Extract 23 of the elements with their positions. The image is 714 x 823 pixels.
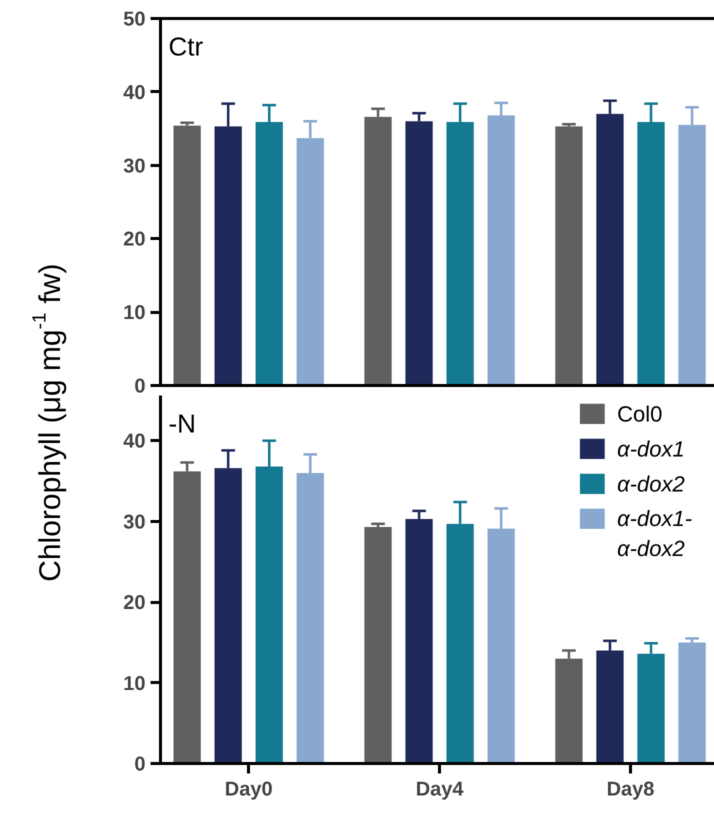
y-tick-label: 20 [123, 228, 146, 251]
y-tick-label: 0 [134, 376, 146, 398]
y-tick-label: 30 [123, 155, 146, 178]
legend-label: Col0 [617, 401, 662, 426]
x-tick-label: Day4 [416, 778, 464, 800]
y-tick-label: 30 [123, 511, 146, 534]
legend-label: α-dox1-α-dox2 [617, 506, 692, 561]
legend-label: α-dox1 [617, 436, 685, 462]
y-tick-label: 10 [123, 302, 146, 324]
x-tick-label: Day0 [224, 778, 273, 800]
legend-label: α-dox2 [617, 471, 685, 496]
annotation: Ctr [168, 31, 204, 62]
y-tick-label: 50 [123, 8, 146, 30]
y-tick-label: 20 [123, 592, 146, 614]
bar [678, 642, 706, 764]
y-tick-label: 0 [134, 754, 146, 776]
y-tick-label: 40 [123, 430, 146, 453]
y-axis-title: Chlorophyll (μg mg-1 fw) [30, 264, 67, 582]
x-tick-label: Day8 [606, 778, 654, 800]
y-tick-label: 40 [123, 82, 146, 104]
annotation: -N [168, 408, 196, 438]
bar [364, 527, 392, 764]
y-tick-label: 10 [123, 672, 146, 695]
